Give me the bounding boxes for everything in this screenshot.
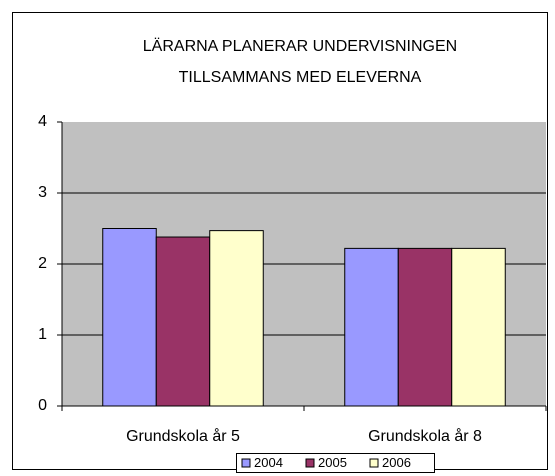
y-tick-label: 3 — [38, 184, 47, 201]
bar — [209, 230, 264, 407]
legend: 2004 2005 2006 — [236, 453, 435, 473]
x-tick-label: Grundskola år 8 — [368, 427, 482, 445]
y-tick-label: 1 — [38, 326, 47, 343]
x-tick-label: Grundskola år 5 — [126, 427, 240, 445]
legend-label: 2004 — [254, 455, 283, 470]
bar — [344, 247, 399, 407]
bar — [451, 247, 506, 407]
bar — [397, 247, 453, 407]
legend-box — [236, 453, 435, 473]
legend-label: 2005 — [318, 455, 347, 470]
legend-swatch — [369, 458, 379, 468]
y-tick-label: 0 — [38, 397, 47, 414]
chart-title: LÄRARNA PLANERAR UNDERVISNINGEN — [143, 37, 457, 55]
legend-swatch — [305, 458, 315, 468]
chart-title: TILLSAMMANS MED ELEVERNA — [179, 69, 422, 86]
legend-label: 2006 — [382, 455, 411, 470]
y-tick-label: 2 — [38, 255, 47, 272]
bar — [102, 228, 157, 407]
bar — [155, 236, 211, 407]
y-tick-label: 4 — [38, 113, 47, 130]
legend-swatch — [241, 458, 251, 468]
